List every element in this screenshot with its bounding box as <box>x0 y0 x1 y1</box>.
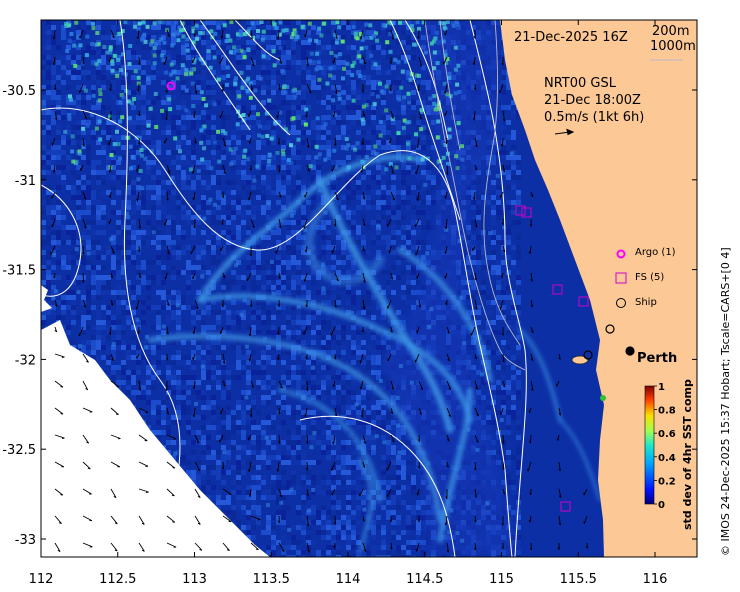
x-tick-label: 115 <box>489 572 514 587</box>
map-border <box>40 19 698 558</box>
legend-fs: FS (5) <box>635 272 665 283</box>
colorbar-tick-label: 0.6 <box>658 429 676 440</box>
currents-time: 21-Dec 18:00Z <box>544 93 641 108</box>
contour-lines <box>41 20 527 557</box>
y-tick-label: -33 <box>15 533 36 548</box>
date-label: 21-Dec-2025 16Z <box>514 30 628 45</box>
fs-legend-icon <box>615 272 627 284</box>
legend-argo: Argo (1) <box>635 247 676 258</box>
x-axis: 112 112.5 113 113.5 114 114.5 115 115.5 116 <box>29 20 668 587</box>
ship-markers <box>583 324 635 360</box>
argo-legend-icon <box>616 249 626 259</box>
y-axis: -30.5 -31 -31.5 -32 -32.5 -33 <box>2 84 697 548</box>
argo-float-marker <box>166 81 176 91</box>
x-tick-label: 114 <box>336 572 361 587</box>
y-tick-label: -31 <box>15 174 36 189</box>
y-tick-label: -32.5 <box>2 443 36 458</box>
x-tick-label: 113.5 <box>253 572 290 587</box>
island-marker <box>600 395 606 401</box>
sst-filaments <box>147 154 602 553</box>
depth-label-200m: 200m <box>652 24 690 39</box>
currents-scale: 0.5m/s (1kt 6h) <box>544 110 645 125</box>
colorbar-tick-label: 0 <box>658 500 665 511</box>
y-tick-label: -30.5 <box>2 84 36 99</box>
credit-text: © IMOS 24-Dec-2025 15:37 Hobart; Tscale=… <box>719 247 732 556</box>
colorbar-tick-label: 0.4 <box>658 453 676 464</box>
x-tick-label: 113 <box>182 572 207 587</box>
x-tick-label: 112.5 <box>99 572 136 587</box>
current-vectors <box>50 29 588 553</box>
x-tick-label: 115.5 <box>560 572 597 587</box>
y-tick-label: -31.5 <box>2 264 36 279</box>
y-tick-label: -32 <box>15 353 36 368</box>
no-data-area <box>41 320 270 557</box>
colorbar-tick-label: 0.2 <box>658 476 676 487</box>
shelf-contours <box>424 20 526 371</box>
x-tick-label: 112 <box>29 572 54 587</box>
scale-arrow-icon <box>554 128 575 136</box>
ship-legend-icon <box>616 298 626 308</box>
place-label-perth: Perth <box>637 351 678 366</box>
map-frame <box>41 20 697 557</box>
island <box>571 355 589 365</box>
colorbar <box>644 385 655 505</box>
colorbar-tick-label: 1 <box>658 382 665 393</box>
x-tick-label: 116 <box>643 572 668 587</box>
currents-title: NRT00 GSL <box>544 76 616 91</box>
x-tick-label: 114.5 <box>406 572 443 587</box>
colorbar-ticks: 1 0.8 0.6 0.4 0.2 0 <box>654 382 676 511</box>
legend-ship: Ship <box>635 297 657 308</box>
colorbar-label: std dev of 4hr SST comp <box>681 379 694 530</box>
fs-markers <box>515 205 589 512</box>
depth-label-1000m: 1000m <box>650 39 696 54</box>
colorbar-tick-label: 0.8 <box>658 406 676 417</box>
